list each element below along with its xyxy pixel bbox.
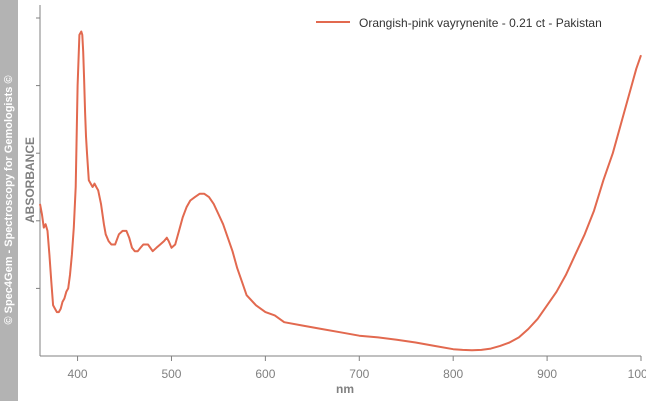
legend-label: Orangish-pink vayrynenite - 0.21 ct - Pa…	[359, 16, 602, 30]
x-axis-title: nm	[336, 382, 354, 396]
x-tick-label: 900	[537, 367, 557, 381]
y-axis-title: ABSORBANCE	[23, 137, 37, 223]
axes	[39, 5, 641, 357]
y-ticks	[36, 17, 40, 289]
x-tick-label: 800	[443, 367, 463, 381]
series-layer	[39, 30, 642, 352]
legend: Orangish-pink vayrynenite - 0.21 ct - Pa…	[316, 16, 602, 30]
x-tick-label: 400	[68, 367, 88, 381]
x-tick-label: 600	[255, 367, 275, 381]
x-ticks: 400 500 600 700 800 900 1000	[68, 356, 646, 381]
watermark-band: © Spec4Gem - Spectroscopy for Gemologist…	[0, 0, 18, 401]
x-tick-label: 1000	[628, 367, 646, 381]
x-tick-label: 700	[349, 367, 369, 381]
series-line	[39, 30, 642, 352]
x-tick-label: 500	[161, 367, 181, 381]
